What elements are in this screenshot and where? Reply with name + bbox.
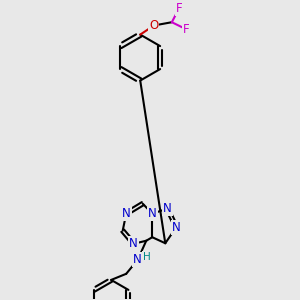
Text: F: F: [183, 23, 190, 36]
Text: N: N: [122, 207, 130, 220]
Text: N: N: [129, 237, 138, 250]
Text: N: N: [172, 221, 181, 234]
Text: H: H: [143, 252, 151, 262]
Text: N: N: [148, 207, 157, 220]
Text: O: O: [149, 19, 158, 32]
Text: N: N: [163, 202, 172, 215]
Text: N: N: [133, 253, 142, 266]
Text: F: F: [176, 2, 182, 15]
